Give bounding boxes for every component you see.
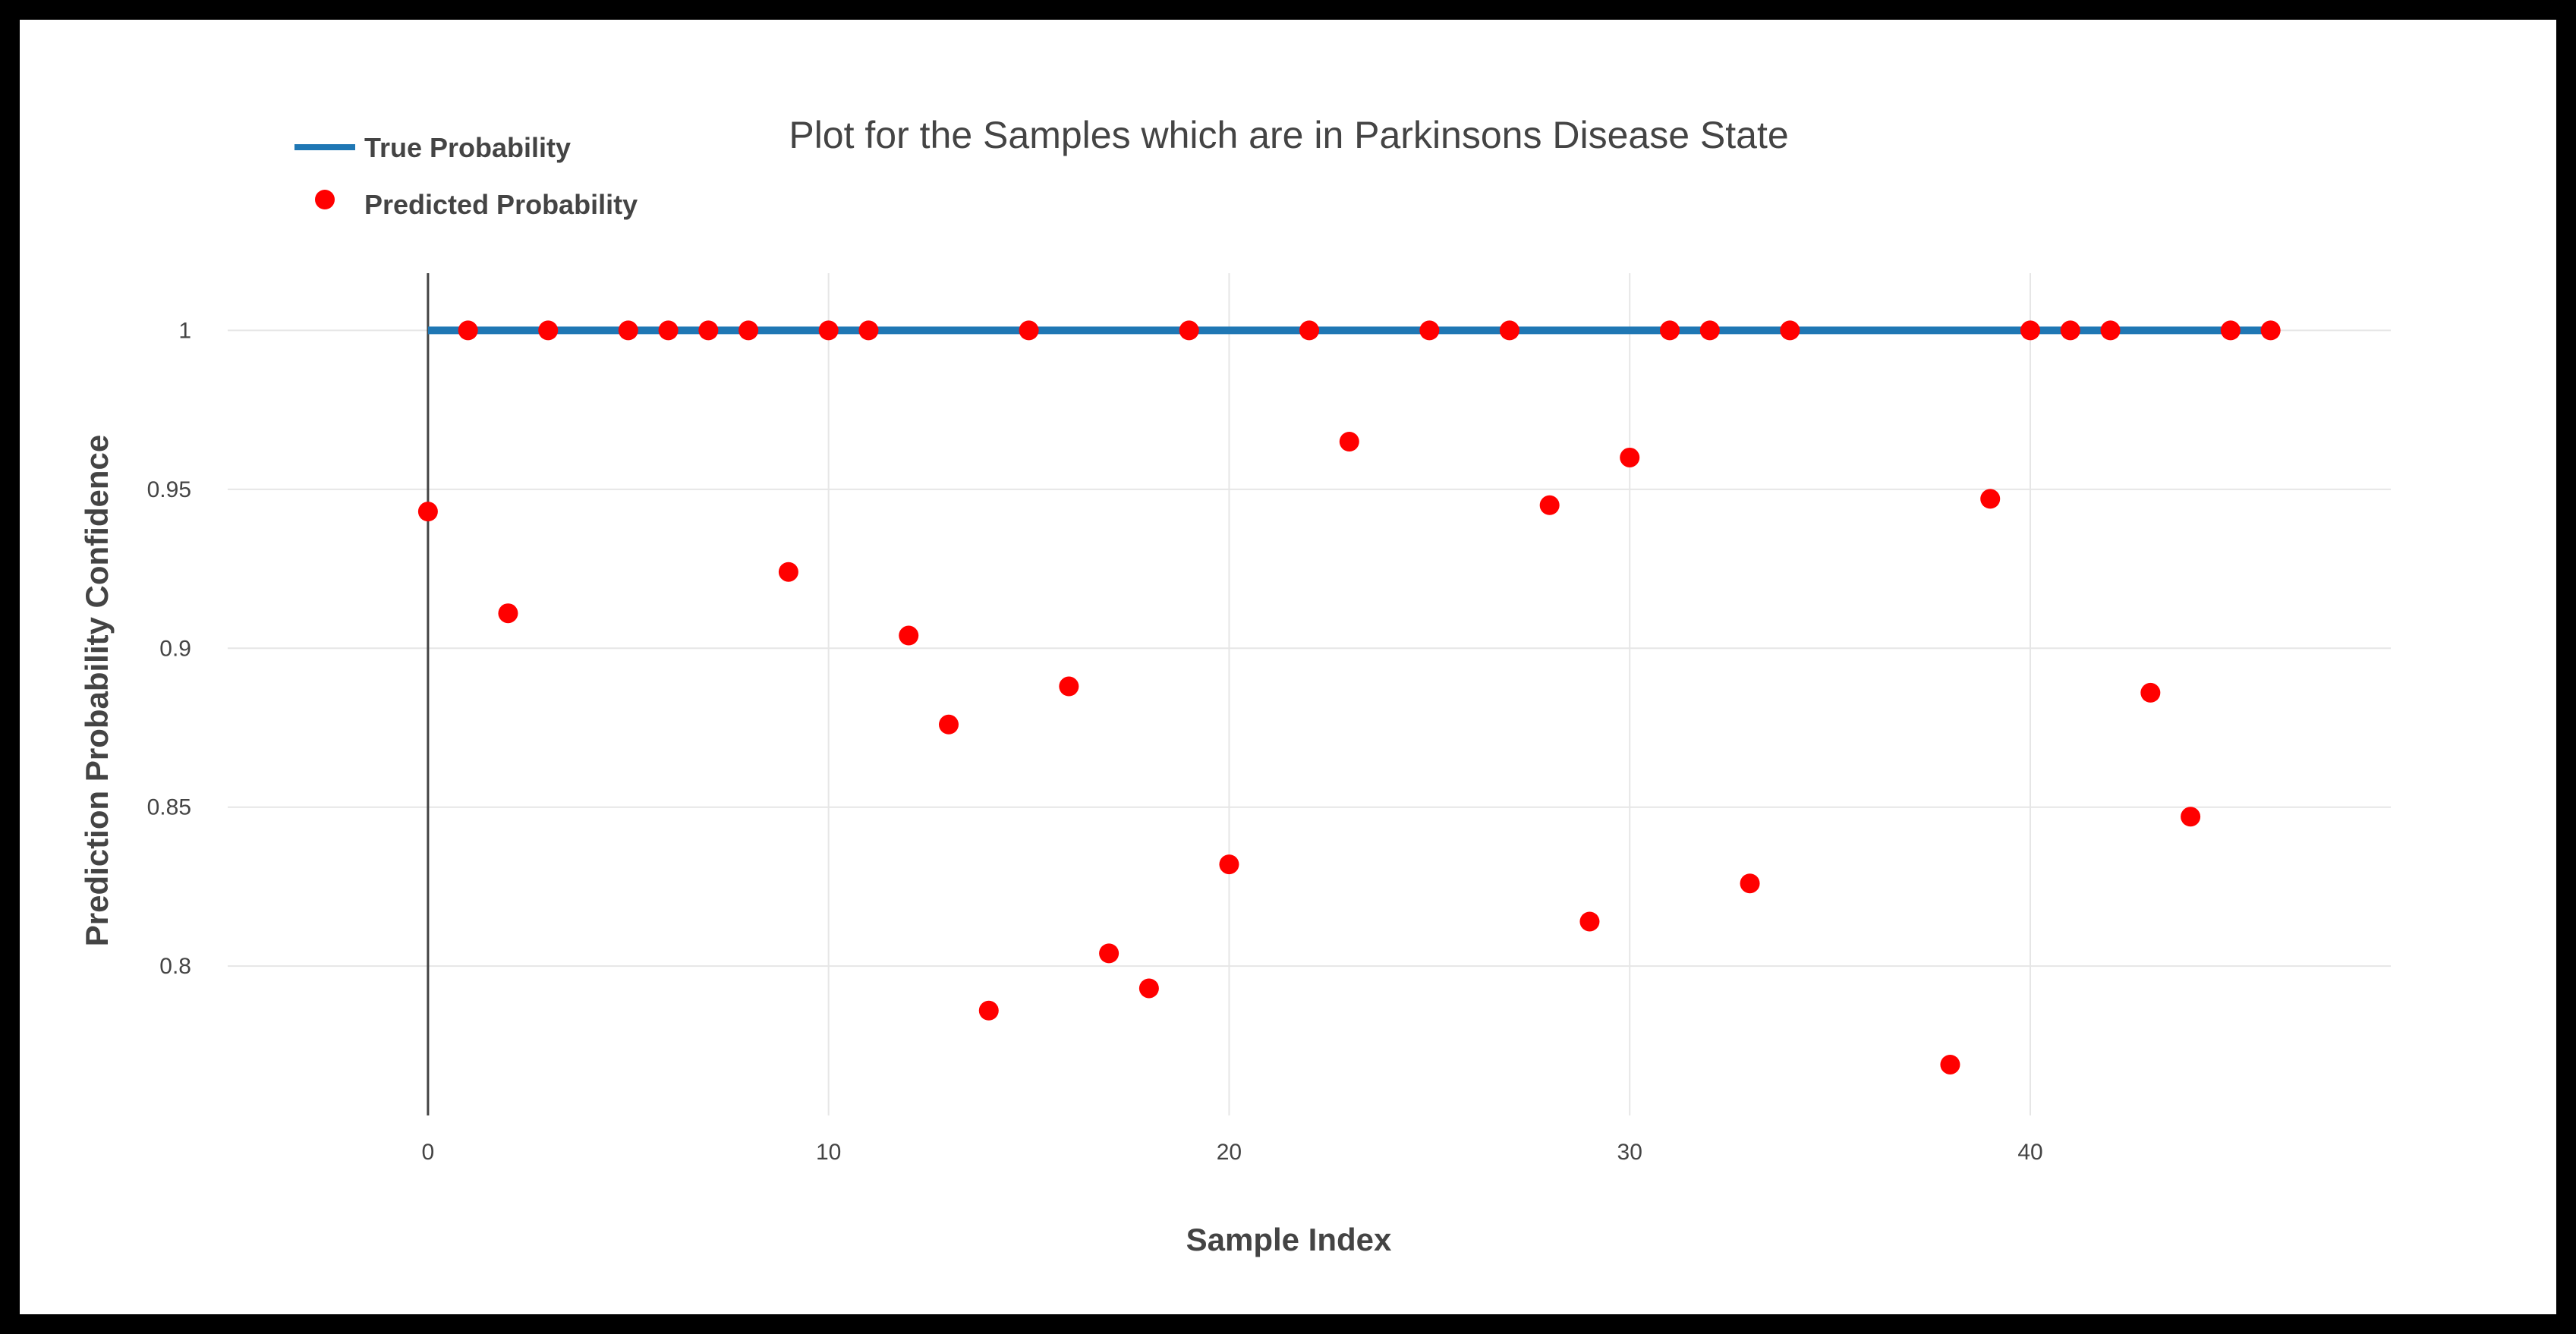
tick-layer: 0 10 20 30 40 0.8 0.85 0.9 0.95 1 [147,318,2043,1165]
data-point-predicted [1138,978,1159,999]
grid-layer [228,273,2391,1115]
data-point-predicted [2100,320,2121,341]
data-point-predicted [1179,320,1199,341]
y-tick-label: 0.9 [159,636,191,661]
y-tick-label: 1 [178,318,191,343]
x-tick-label: 10 [816,1140,841,1165]
data-point-predicted [1419,320,1440,341]
legend-label-true: True Probability [364,132,571,163]
data-point-predicted [2140,682,2161,703]
data-point-predicted [1099,943,1120,964]
data-point-predicted [417,502,438,522]
data-point-predicted [1019,320,1039,341]
data-point-predicted [1339,432,1359,451]
x-tick-label: 30 [1617,1140,1642,1165]
data-point-predicted [2060,320,2080,341]
data-point-predicted [1780,320,1800,341]
marker-layer [417,320,2281,1074]
data-point-predicted [1299,320,1319,341]
y-tick-label: 0.8 [159,954,191,979]
data-point-predicted [1660,320,1680,341]
legend[interactable]: True Probability Predicted Probability [294,132,638,220]
data-point-predicted [1620,447,1640,467]
data-point-predicted [939,714,959,735]
x-tick-label: 40 [2017,1140,2042,1165]
data-point-predicted [2260,320,2281,341]
data-point-predicted [1219,854,1239,875]
chart-title: Plot for the Samples which are in Parkin… [789,114,1788,156]
data-point-predicted [538,320,559,341]
data-point-predicted [1740,873,1760,894]
data-point-predicted [1940,1054,1960,1074]
data-point-predicted [899,625,919,646]
data-point-predicted [1539,495,1560,515]
data-point-predicted [698,320,719,341]
data-point-predicted [978,1000,999,1021]
data-point-predicted [618,320,638,341]
data-point-predicted [818,320,839,341]
legend-marker-swatch [315,190,335,209]
y-tick-label: 0.95 [147,477,191,502]
data-point-predicted [738,320,759,341]
data-point-predicted [2220,320,2241,341]
data-point-predicted [1059,676,1079,697]
data-point-predicted [458,320,478,341]
data-point-predicted [2181,807,2201,827]
data-point-predicted [858,320,879,341]
data-point-predicted [778,562,798,582]
x-tick-label: 0 [422,1140,435,1165]
data-point-predicted [1980,489,2001,509]
data-point-predicted [498,603,518,624]
data-point-predicted [1699,320,1720,341]
data-point-predicted [658,320,679,341]
x-tick-label: 20 [1217,1140,1242,1165]
data-point-predicted [1579,911,1600,932]
data-point-predicted [1499,320,1519,341]
x-axis-title: Sample Index [1186,1222,1392,1257]
y-tick-label: 0.85 [147,795,191,820]
legend-label-predicted: Predicted Probability [364,189,638,220]
y-axis-title: Prediction Probability Confidence [79,435,115,946]
data-point-predicted [2020,320,2040,341]
